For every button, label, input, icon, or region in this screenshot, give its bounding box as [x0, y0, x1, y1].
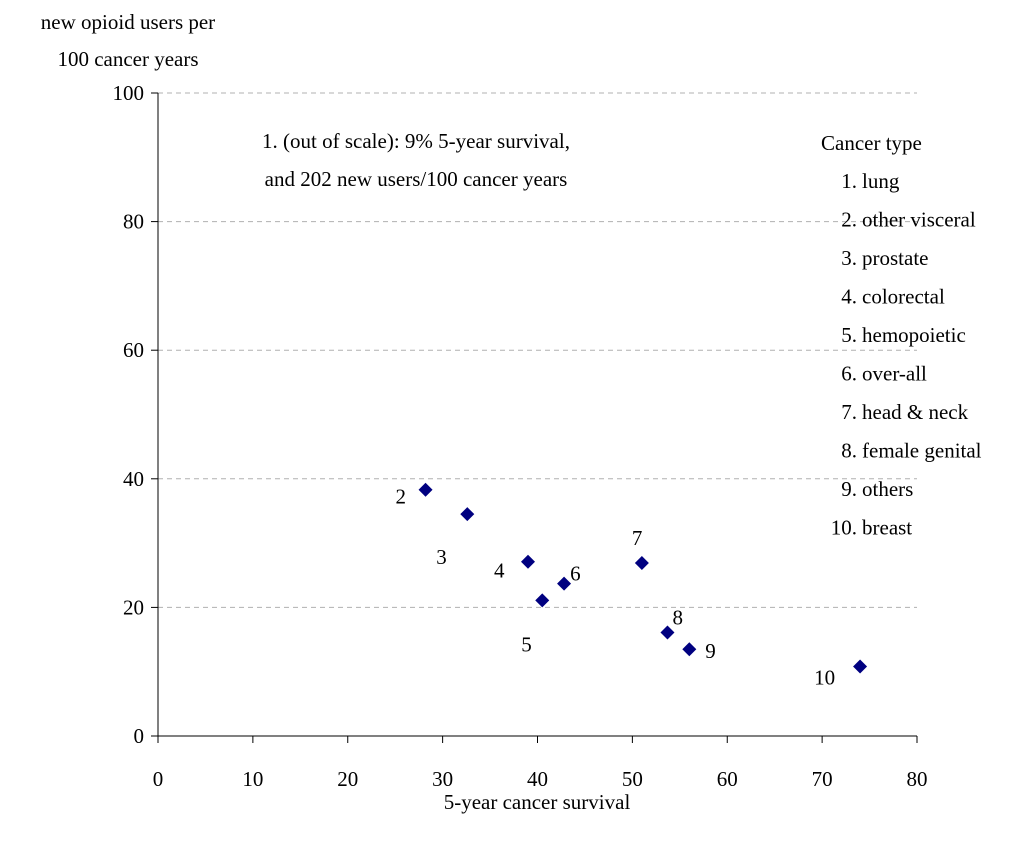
legend-item-name: head & neck [862, 400, 969, 424]
x-tick-label: 50 [622, 767, 643, 791]
data-point-2 [418, 482, 433, 497]
x-tick-label: 40 [527, 767, 548, 791]
x-tick-label: 20 [337, 767, 358, 791]
y-tick-label: 20 [123, 595, 144, 619]
axes [151, 92, 918, 743]
legend-item-name: others [862, 477, 913, 501]
legend-item-number: 10. [831, 516, 857, 540]
legend-item-number: 9. [841, 477, 857, 501]
annotation-line-2: and 202 new users/100 cancer years [265, 167, 568, 191]
legend-item-number: 7. [841, 400, 857, 424]
data-point-9 [682, 642, 697, 657]
x-tick-label: 30 [432, 767, 453, 791]
y-axis-title-line-1: new opioid users per [41, 10, 215, 34]
legend-item-name: female genital [862, 439, 982, 463]
point-label-5: 5 [521, 632, 532, 656]
x-tick-label: 80 [907, 767, 928, 791]
legend-item-name: lung [862, 169, 900, 193]
x-axis-title: 5-year cancer survival [444, 790, 631, 814]
data-points [418, 482, 868, 674]
y-tick-label: 100 [113, 81, 145, 105]
y-tick-label: 80 [123, 210, 144, 234]
x-tick-label: 0 [153, 767, 164, 791]
point-label-3: 3 [436, 545, 447, 569]
y-tick-label: 60 [123, 338, 144, 362]
data-point-3 [460, 507, 475, 522]
legend-item-number: 5. [841, 323, 857, 347]
point-label-7: 7 [632, 526, 643, 550]
legend-item-name: other visceral [862, 208, 976, 232]
point-label-10: 10 [814, 666, 835, 690]
y-tick-label: 40 [123, 467, 144, 491]
data-point-8 [660, 625, 675, 640]
annotation-line-1: 1. (out of scale): 9% 5-year survival, [262, 129, 570, 153]
point-label-8: 8 [672, 605, 683, 629]
legend-item-name: over-all [862, 362, 927, 386]
legend-item-number: 6. [841, 362, 857, 386]
data-point-6 [557, 576, 572, 591]
legend-item-number: 8. [841, 439, 857, 463]
legend-item-number: 3. [841, 246, 857, 270]
legend-title: Cancer type [821, 131, 922, 155]
x-tick-label: 70 [812, 767, 833, 791]
tick-labels: 0 20 40 60 80 100 0 10 20 30 40 50 60 70 80 [113, 81, 928, 791]
y-tick-label: 0 [134, 724, 145, 748]
point-label-2: 2 [396, 485, 407, 509]
data-point-10 [853, 659, 868, 674]
data-point-4 [521, 554, 536, 569]
legend-item-name: colorectal [862, 285, 945, 309]
legend-item-name: prostate [862, 246, 928, 270]
legend-item-number: 1. [841, 169, 857, 193]
y-axis-title-line-2: 100 cancer years [57, 47, 198, 71]
legend-item-number: 4. [841, 285, 857, 309]
legend-item-name: hemopoietic [862, 323, 966, 347]
x-tick-label: 10 [242, 767, 263, 791]
point-label-4: 4 [494, 559, 505, 583]
gridlines [158, 92, 917, 608]
data-point-5 [535, 593, 550, 608]
point-label-9: 9 [705, 639, 716, 663]
point-label-6: 6 [570, 562, 581, 586]
point-labels: 2 3 4 5 6 7 89 10 [396, 485, 836, 690]
x-tick-label: 60 [717, 767, 738, 791]
legend-item-name: breast [862, 516, 912, 540]
legend-item-number: 2. [841, 208, 857, 232]
data-point-7 [634, 556, 649, 571]
